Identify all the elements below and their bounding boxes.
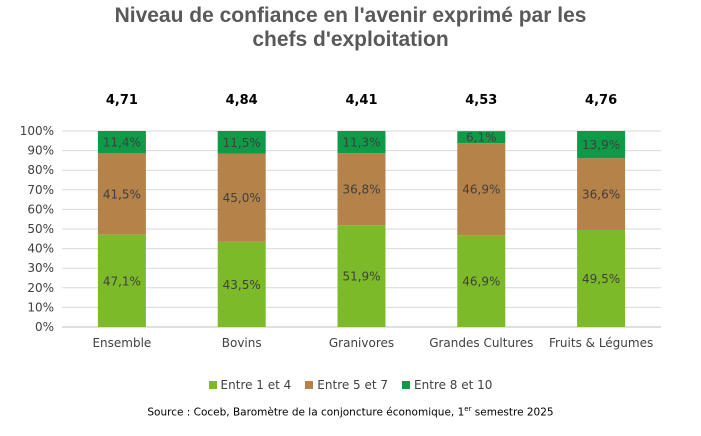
y-tick-label: 90%: [27, 144, 54, 158]
bar-segment: [337, 153, 386, 226]
bar-segment: [457, 131, 506, 144]
y-tick-label: 10%: [27, 300, 54, 314]
x-tick-label: Fruits & Légumes: [549, 336, 653, 350]
data-label: 46,9%: [462, 183, 500, 197]
y-tick-label: 20%: [27, 281, 54, 295]
data-label: 46,9%: [462, 275, 500, 289]
data-label: 47,1%: [103, 274, 141, 288]
chart-title-line2: chefs d'exploitation: [252, 28, 449, 51]
y-tick-label: 80%: [27, 163, 54, 177]
legend-item: Entre 1 et 4: [208, 378, 292, 392]
source-superscript: er: [464, 405, 472, 413]
score-label: 4,41: [345, 93, 377, 108]
y-tick-label: 100%: [20, 124, 54, 138]
legend-label: Entre 8 et 10: [414, 378, 493, 392]
chart-legend: Entre 1 et 4 Entre 5 et 7 Entre 8 et 10: [0, 378, 701, 392]
data-label: 51,9%: [342, 270, 380, 284]
legend-label: Entre 1 et 4: [220, 378, 292, 392]
x-tick-label: Granivores: [329, 336, 394, 350]
stacked-bar-chart: 0% 10% 20% 30% 40% 50% 60% 70% 80% 90% 100% 47,1% 41…: [20, 93, 661, 350]
legend-item: Entre 8 et 10: [402, 378, 492, 392]
y-tick-label: 0%: [35, 320, 54, 334]
y-tick-label: 60%: [27, 202, 54, 216]
source-suffix: semestre 2025: [471, 406, 554, 419]
bar-segment: [217, 241, 266, 327]
data-label: 11,5%: [223, 136, 261, 150]
score-label: 4,84: [226, 93, 258, 108]
source-prefix: Source : Coceb, Baromètre de la conjonct…: [147, 406, 465, 419]
legend-item: Entre 5 et 7: [305, 378, 388, 392]
bar-segment: [577, 158, 626, 230]
data-label: 36,6%: [582, 188, 620, 202]
bar-segment: [97, 153, 146, 235]
bar-segment: [457, 143, 506, 236]
score-label: 4,76: [585, 93, 617, 108]
x-tick-label: Bovins: [222, 336, 262, 350]
score-label: 4,71: [106, 93, 138, 108]
bar-segment: [97, 131, 146, 154]
x-tick-label: Grandes Cultures: [429, 336, 533, 350]
data-label: 6,1%: [466, 131, 497, 145]
x-tick-label: Ensemble: [92, 336, 151, 350]
data-label: 43,5%: [223, 278, 261, 292]
y-tick-label: 40%: [27, 242, 54, 256]
bar-segment: [577, 229, 626, 327]
legend-label: Entre 5 et 7: [317, 378, 389, 392]
y-tick-label: 70%: [27, 183, 54, 197]
bar-segment: [217, 131, 266, 154]
bar-segment: [217, 153, 266, 242]
data-label: 49,5%: [582, 272, 620, 286]
data-label: 36,8%: [342, 183, 380, 197]
bar-segment: [457, 235, 506, 327]
legend-swatch: [305, 381, 314, 389]
chart-title: Niveau de confiance en l'avenir exprimé …: [0, 4, 701, 52]
bar-segment: [337, 225, 386, 327]
bar-segment: [577, 131, 626, 159]
data-label: 13,9%: [582, 138, 620, 152]
y-tick-label: 30%: [27, 261, 54, 275]
legend-swatch: [208, 381, 217, 389]
bar-segment: [97, 234, 146, 327]
score-label: 4,53: [465, 93, 497, 108]
data-label: 11,3%: [342, 136, 380, 150]
data-label: 11,4%: [103, 136, 141, 150]
y-tick-label: 50%: [27, 222, 54, 236]
source-note: Source : Coceb, Baromètre de la conjonct…: [0, 405, 701, 419]
bar-segment: [337, 131, 386, 154]
legend-swatch: [402, 381, 411, 389]
data-label: 41,5%: [103, 188, 141, 202]
data-label: 45,0%: [223, 191, 261, 205]
chart-title-line1: Niveau de confiance en l'avenir exprimé …: [114, 4, 587, 27]
